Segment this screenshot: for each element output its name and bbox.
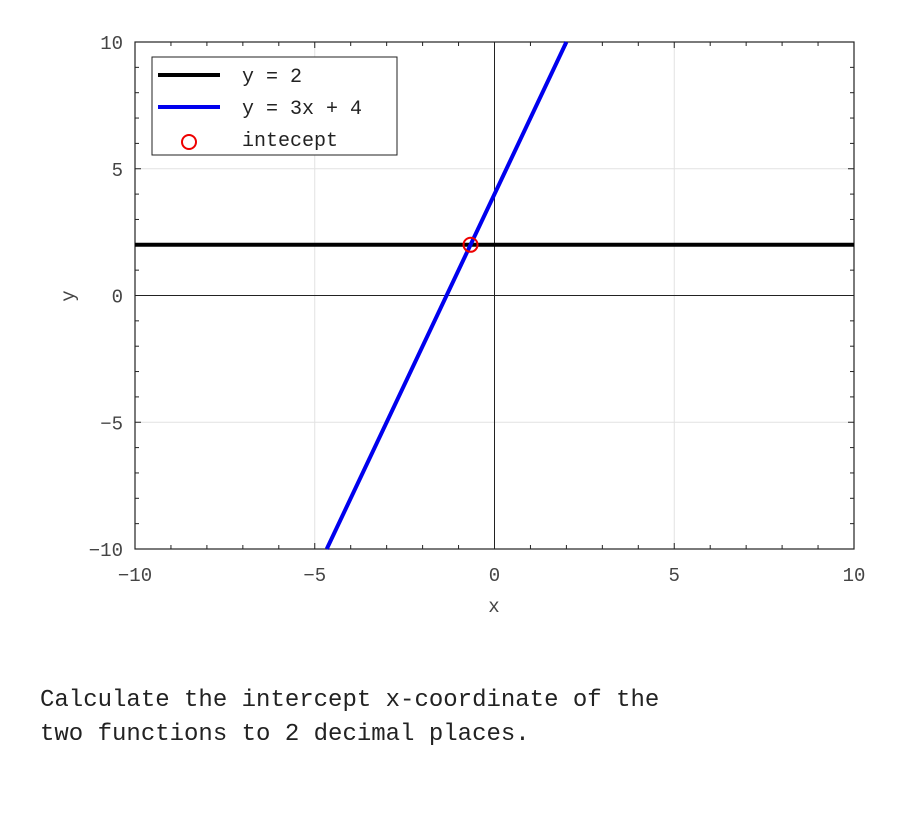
question-text: Calculate the intercept x-coordinate of … (40, 687, 660, 748)
tick-labels: −10 −5 0 5 10 −10 −5 0 5 10 (89, 33, 866, 587)
legend: y = 2 y = 3x + 4 intecept (151, 56, 398, 156)
legend-label: y = 3x + 4 (242, 98, 362, 121)
y-tick-label: −10 (89, 540, 123, 562)
legend-label: y = 2 (242, 66, 302, 89)
x-tick-label: 10 (843, 565, 866, 587)
intercept-point (462, 236, 479, 253)
series (135, 41, 854, 550)
axes (134, 41, 855, 550)
legend-label: intecept (242, 130, 338, 153)
chart: −10 −5 0 5 10 −10 −5 0 5 10 x y y = 2 y = 3x + 4 in… (58, 33, 866, 618)
y-tick-label: 10 (100, 33, 123, 55)
x-tick-label: −5 (303, 565, 326, 587)
x-tick-label: 5 (669, 565, 680, 587)
y-tick-label: −5 (100, 413, 123, 435)
x-tick-label: 0 (489, 565, 500, 587)
legend-marker (181, 134, 197, 150)
y-axis-label: y (58, 290, 80, 301)
x-tick-label: −10 (118, 565, 152, 587)
y-tick-label: 5 (112, 160, 123, 182)
y-tick-label: 0 (112, 287, 123, 309)
x-axis-label: x (488, 596, 499, 618)
series-line (324, 41, 569, 550)
